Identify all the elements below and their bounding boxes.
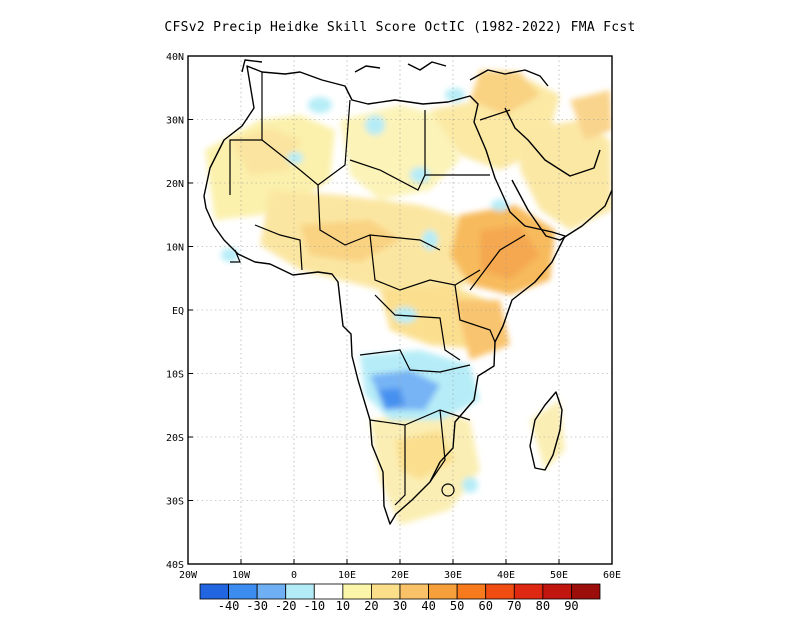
colorbar-label: 50	[450, 599, 464, 613]
lat-tick-label: 30N	[166, 116, 184, 127]
lon-tick-label: 10W	[232, 570, 251, 581]
colorbar-label: -40	[218, 599, 240, 613]
colorbar-label: 10	[336, 599, 350, 613]
lon-tick-label: 50E	[550, 570, 568, 581]
coastlines	[203, 59, 612, 525]
gridlines	[188, 56, 612, 564]
lon-tick-label: 40E	[497, 570, 515, 581]
colorbar: -40 -30 -20 -10 10 20 30 40 50 60 70 80 90	[199, 583, 601, 613]
colorbar-swatch	[485, 583, 515, 600]
colorbar-label: 40	[421, 599, 435, 613]
lon-tick-label: 10E	[338, 570, 356, 581]
colorbar-label: -30	[246, 599, 268, 613]
lat-axis: 40N 30N 20N 10N EQ 10S 20S 30S 40S	[166, 52, 193, 571]
colorbar-label: 70	[507, 599, 521, 613]
lon-tick-label: 20E	[391, 570, 409, 581]
colorbar-swatch	[342, 583, 372, 600]
colorbar-swatch	[199, 583, 229, 600]
colorbar-label: 80	[536, 599, 550, 613]
colorbar-swatch	[542, 583, 572, 600]
lat-tick-label: EQ	[172, 306, 184, 317]
lat-tick-label: 10S	[166, 370, 184, 381]
colorbar-swatch	[228, 583, 258, 600]
country-borders	[229, 72, 526, 506]
colorbar-swatch	[285, 583, 315, 600]
colorbar-swatch	[399, 583, 429, 600]
colorbar-swatch	[256, 583, 287, 600]
lon-tick-label: 0	[291, 570, 297, 581]
lon-tick-label: 30E	[444, 570, 462, 581]
colorbar-label: 60	[478, 599, 492, 613]
colorbar-swatch	[428, 583, 458, 600]
colorbar-swatch	[313, 583, 344, 600]
lat-tick-label: 40N	[166, 52, 184, 63]
colorbar-label: 30	[393, 599, 407, 613]
lon-axis: 20W 10W 0 10E 20E 30E 40E 50E 60E	[179, 559, 621, 581]
colorbar-swatch	[456, 583, 487, 600]
colorbar-swatch	[513, 583, 544, 600]
lat-tick-label: 20N	[166, 179, 184, 190]
colorbar-label: -20	[275, 599, 297, 613]
colorbar-label: 90	[564, 599, 578, 613]
skill-shading	[205, 70, 612, 525]
colorbar-label: 20	[364, 599, 378, 613]
lat-tick-label: 30S	[166, 497, 184, 508]
lon-tick-label: 20W	[179, 570, 198, 581]
lat-tick-label: 40S	[166, 560, 184, 571]
lat-tick-label: 20S	[166, 433, 184, 444]
lat-tick-label: 10N	[166, 243, 184, 254]
colorbar-swatch	[571, 583, 601, 600]
colorbar-swatch	[371, 583, 401, 600]
lon-tick-label: 60E	[603, 570, 621, 581]
colorbar-label: -10	[303, 599, 325, 613]
map-title: CFSv2 Precip Heidke Skill Score OctIC (1…	[164, 20, 636, 35]
